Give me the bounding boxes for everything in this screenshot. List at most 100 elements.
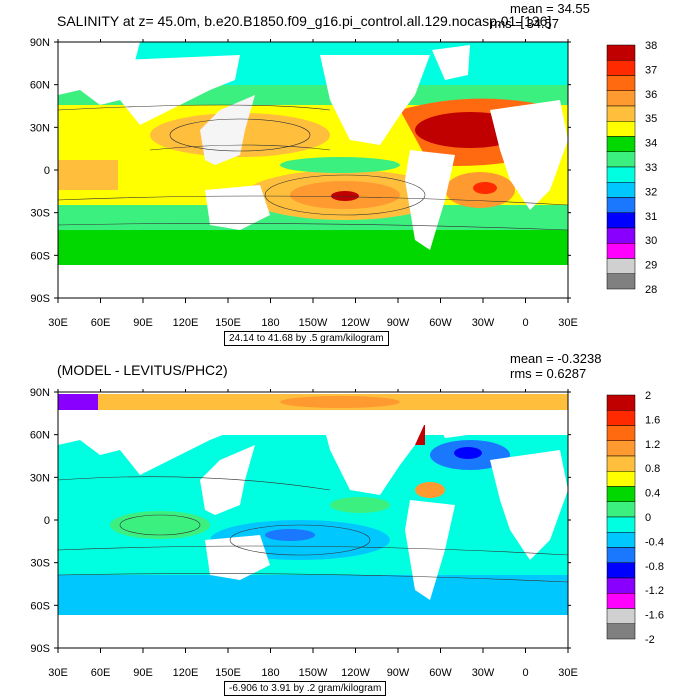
colorbar-swatch — [606, 623, 636, 640]
y-tick-label: 90N — [30, 37, 50, 49]
colorbar-swatch — [606, 44, 636, 61]
land-greenland — [432, 410, 470, 438]
colorbar-label: 0 — [645, 512, 651, 524]
colorbar-swatch — [606, 486, 636, 502]
colorbar-swatch — [606, 501, 636, 518]
y-tick-label: 0 — [44, 515, 50, 527]
y-tick-label: 60N — [30, 430, 50, 442]
y-tick-label: 60S — [30, 600, 50, 612]
colorbar-label: 2 — [645, 390, 651, 402]
x-tick-label: 30E — [48, 667, 68, 679]
colorbar-label: 32 — [645, 186, 657, 198]
colorbar-swatch — [606, 410, 636, 426]
colorbar-label: -1.6 — [645, 610, 664, 622]
colorbar-label: 29 — [645, 260, 657, 272]
colorbar-swatch — [606, 60, 636, 76]
colorbar-swatch — [606, 243, 636, 259]
y-tick-label: 30S — [30, 558, 50, 570]
colorbar-swatch — [606, 455, 636, 472]
colorbar-swatch — [606, 121, 636, 137]
x-tick-label: 60E — [91, 317, 111, 329]
y-tick-label: 30N — [30, 122, 50, 134]
x-tick-label: 150E — [215, 667, 241, 679]
colorbar-swatch — [606, 394, 636, 411]
x-tick-label: 180 — [261, 667, 279, 679]
colorbar-label: 35 — [645, 113, 657, 125]
x-tick-label: 30E — [558, 667, 578, 679]
salinity-field — [58, 42, 568, 298]
colorbar-swatch — [606, 593, 636, 609]
colorbar-swatch — [606, 105, 636, 122]
land-north-america — [320, 55, 430, 145]
difference-field — [58, 392, 568, 648]
x-tick-label: 90W — [387, 667, 410, 679]
pacific-fresh-anomaly — [265, 529, 315, 541]
land-greenland — [432, 45, 470, 80]
colorbar-swatch — [606, 547, 636, 563]
colorbar-swatch — [606, 577, 636, 594]
x-tick-label: 90W — [387, 317, 410, 329]
colorbar-swatch — [606, 562, 636, 579]
difference-map: 30E 60E 90E 120E 150E 180 150W 120W 90W 60W 30W 0 30… — [30, 387, 664, 679]
x-tick-label: 30W — [472, 317, 495, 329]
colorbar-label: 0.8 — [645, 463, 660, 475]
y-tick-label: 60S — [30, 250, 50, 262]
y-tick-label: 30S — [30, 208, 50, 220]
land-antarctica — [58, 615, 568, 648]
colorbar-label: -0.4 — [645, 536, 664, 548]
x-tick-label: 60W — [429, 667, 452, 679]
x-tick-label: 60W — [429, 317, 452, 329]
x-tick-label: 60E — [91, 667, 111, 679]
colorbar-label: -0.8 — [645, 561, 664, 573]
colorbar-label: 30 — [645, 235, 657, 247]
colorbar-swatch — [606, 182, 636, 198]
contour-info: 24.14 to 41.68 by .5 gram/kilogram — [229, 333, 384, 344]
rms-value: rms = 34.57 — [490, 16, 560, 31]
colorbar-swatch — [606, 471, 636, 487]
colorbar-label: 34 — [645, 138, 657, 150]
colorbar-label: 1.2 — [645, 439, 660, 451]
land-south-america — [405, 500, 455, 600]
colorbar-swatch — [606, 75, 636, 91]
colorbar-label: 33 — [645, 162, 657, 174]
x-tick-label: 120W — [341, 317, 370, 329]
x-tick-label: 0 — [522, 317, 528, 329]
colorbar-swatch — [606, 425, 636, 441]
colorbar-swatch — [606, 197, 636, 213]
y-tick-label: 60N — [30, 80, 50, 92]
colorbar-swatch — [606, 440, 636, 457]
x-tick-label: 0 — [522, 667, 528, 679]
x-tick-label: 30E — [48, 317, 68, 329]
colorbar-label: 31 — [645, 211, 657, 223]
x-tick-label: 120W — [341, 667, 370, 679]
x-tick-label: 120E — [173, 317, 199, 329]
y-tick-label: 0 — [44, 165, 50, 177]
contour-info-box: 24.14 to 41.68 by .5 gram/kilogram — [224, 331, 389, 346]
colorbar-swatch — [606, 227, 636, 244]
colorbar-swatch — [606, 532, 636, 548]
colorbar-swatch — [606, 136, 636, 152]
x-tick-label: 30E — [558, 317, 578, 329]
land-south-america — [405, 150, 455, 250]
land-africa-europe — [490, 100, 568, 210]
salinity-map: 30E 60E 90E 120E 150E 180 150W 120W 90W 60W 30W 0 30… — [30, 37, 657, 329]
colorbar-label: 37 — [645, 64, 657, 76]
colorbar-swatch — [606, 212, 636, 229]
x-tick-label: 90E — [133, 317, 153, 329]
colorbar-label: 36 — [645, 89, 657, 101]
land-antarctica — [58, 265, 568, 298]
colorbar-swatch — [606, 273, 636, 290]
land-north-america — [320, 412, 430, 495]
colorbar-label: 1.6 — [645, 414, 660, 426]
mean-value: mean = 34.55 — [510, 1, 590, 16]
x-tick-label: 150E — [215, 317, 241, 329]
colorbar-label: -2 — [645, 634, 655, 646]
y-tick-label: 90S — [30, 643, 50, 655]
colorbar-label: 0.4 — [645, 488, 660, 500]
rms-value: rms = 0.6287 — [510, 366, 587, 381]
contour-info: -6.906 to 3.91 by .2 gram/kilogram — [229, 683, 382, 694]
land-africa-europe — [490, 450, 568, 560]
difference-panel: (MODEL - LEVITUS/PHC2) mean = -0.3238 rm… — [0, 350, 700, 700]
colorbar-label: 28 — [645, 284, 657, 296]
colorbar-label: 38 — [645, 40, 657, 52]
